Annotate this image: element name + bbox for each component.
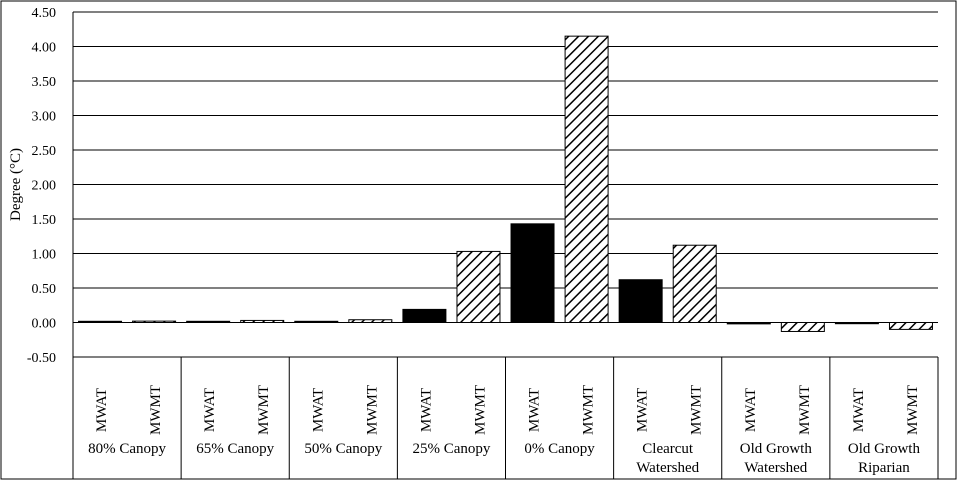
x-series-label: MWMT bbox=[256, 385, 272, 435]
y-tick-label: 0.00 bbox=[32, 317, 57, 332]
y-tick-label: 4.50 bbox=[32, 6, 57, 21]
y-tick-labels: -0.50 0.00 0.50 1.00 1.50 2.00 2.50 3.00 3.50 4.0… bbox=[27, 6, 56, 366]
y-tick-label: 1.00 bbox=[32, 248, 57, 263]
x-series-label: MWAT bbox=[635, 388, 651, 432]
x-series-label: MWMT bbox=[148, 385, 164, 435]
y-tick-label: 2.50 bbox=[32, 144, 57, 159]
bar-mwmt bbox=[456, 250, 501, 323]
bar-mwmt bbox=[672, 244, 717, 323]
bar-mwat bbox=[510, 223, 555, 323]
bar-mwat bbox=[78, 320, 123, 323]
x-series-label: MWAT bbox=[851, 388, 867, 432]
x-category-label: 0% Canopy bbox=[524, 441, 595, 457]
y-tick-label: 4.00 bbox=[32, 41, 57, 56]
y-tick-label: 1.50 bbox=[32, 213, 57, 228]
y-tick-label: 2.00 bbox=[32, 179, 57, 194]
x-series-label: MWMT bbox=[689, 385, 705, 435]
x-series-label: MWAT bbox=[527, 388, 543, 432]
bar-mwat bbox=[402, 308, 447, 324]
x-series-label: MWMT bbox=[364, 385, 380, 435]
y-tick-label: 3.50 bbox=[32, 75, 57, 90]
x-series-label: MWAT bbox=[310, 388, 326, 432]
x-series-label: MWAT bbox=[743, 388, 759, 432]
x-category-label: 80% Canopy bbox=[88, 441, 166, 457]
x-series-label: MWMT bbox=[472, 385, 488, 435]
x-series-label: MWAT bbox=[418, 388, 434, 432]
bar-mwmt bbox=[240, 319, 285, 323]
y-tick-label: 3.00 bbox=[32, 110, 57, 125]
gridlines bbox=[72, 11, 939, 479]
x-series-label: MWMT bbox=[581, 385, 597, 435]
bar-mwmt bbox=[132, 320, 177, 323]
x-axis-labels: MWAT MWMT 80% Canopy MWAT MWMT 65% Canopy MWAT… bbox=[88, 385, 921, 476]
bar-mwmt bbox=[348, 319, 393, 323]
x-category-label: 50% Canopy bbox=[304, 441, 382, 457]
x-category-label: Watershed bbox=[636, 460, 699, 476]
bar-mwat bbox=[834, 322, 879, 325]
y-tick-label: -0.50 bbox=[27, 351, 56, 366]
y-axis-label: Degree (°C) bbox=[8, 148, 24, 221]
x-series-label: MWMT bbox=[905, 385, 921, 435]
x-category-label: Old Growth bbox=[740, 441, 813, 457]
x-series-label: MWMT bbox=[797, 385, 813, 435]
x-category-label: 25% Canopy bbox=[412, 441, 490, 457]
x-series-label: MWAT bbox=[94, 388, 110, 432]
bar-mwmt bbox=[888, 322, 933, 330]
x-category-label: Clearcut bbox=[642, 441, 694, 457]
bar-mwat bbox=[294, 320, 339, 323]
x-category-label: 65% Canopy bbox=[196, 441, 274, 457]
x-category-label: Old Growth bbox=[848, 441, 921, 457]
bar-mwat bbox=[186, 320, 231, 323]
x-category-label: Watershed bbox=[744, 460, 807, 476]
bar-mwat bbox=[618, 279, 663, 323]
bar-mwmt bbox=[780, 322, 825, 332]
x-series-label: MWAT bbox=[202, 388, 218, 432]
x-category-label: Riparian bbox=[858, 460, 910, 476]
bars bbox=[78, 35, 933, 332]
bar-mwat bbox=[726, 322, 771, 325]
bar-mwmt bbox=[564, 35, 609, 324]
y-tick-label: 0.50 bbox=[32, 282, 57, 297]
